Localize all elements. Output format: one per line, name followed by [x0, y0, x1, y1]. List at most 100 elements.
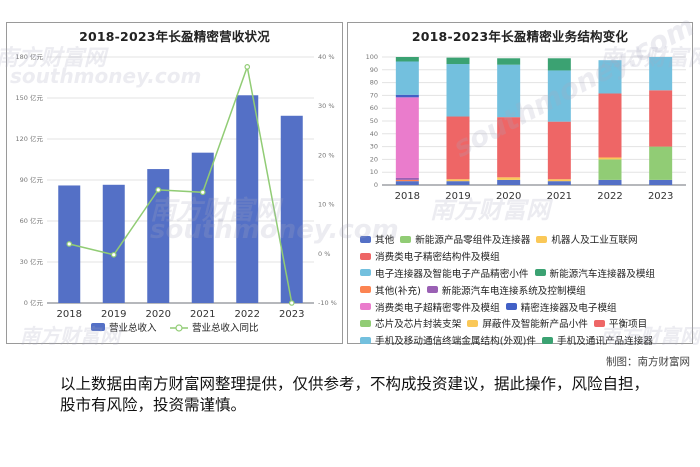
legend-line-label: 营业总收入同比 — [192, 322, 259, 334]
disclaimer-text: 以上数据由南方财富网整理提供，仅供参考，不构成投资建议，据此操作，风险自担，股市… — [60, 375, 650, 414]
y-axis-tick-label: 10 — [370, 168, 378, 176]
legend-label: 精密连接器及电子模组 — [520, 302, 617, 314]
legend-swatch — [360, 303, 371, 311]
business-structure-chart-panel: 2018-2023年长盈精密业务结构变化 0 10 20 30 40 50 60 70 80 90… — [347, 22, 693, 347]
stacked-bar-segment — [395, 57, 419, 62]
stacked-bar-segment — [395, 94, 419, 98]
legend-bar-label: 营业总收入 — [109, 322, 157, 334]
legend-item[interactable]: 新能源汽车连接器及模组 — [534, 266, 656, 280]
revenue-yoy-point — [244, 64, 251, 70]
stacked-bar-segment — [446, 116, 470, 180]
legend-label: 芯片及芯片封装支架 — [375, 319, 462, 331]
legend-bar-swatch — [91, 323, 105, 331]
legend-label: 平衡项目 — [608, 319, 648, 331]
stacked-bar-segment — [649, 179, 673, 185]
legend-row: 手机及移动通信终端金属结构(外观)件 手机及通讯产品连接器 — [360, 332, 690, 349]
x-axis-tick-label: 2021 — [547, 191, 572, 202]
x-axis-tick-label: 2018 — [395, 191, 420, 202]
legend-item[interactable]: 精密连接器及电子模组 — [505, 300, 617, 314]
stacked-bar-segment — [446, 179, 470, 182]
legend-line-marker — [175, 324, 183, 332]
stacked-bar-segment — [649, 57, 673, 91]
legend-item[interactable]: 其他 — [360, 232, 394, 246]
y-axis-left-tick-label: 0 亿元 — [24, 298, 44, 307]
legend-item[interactable]: 芯片及芯片封装支架 — [360, 316, 461, 330]
y-axis-right-tick-label: 40 % — [318, 53, 335, 61]
legend-swatch — [534, 269, 546, 277]
legend-row: 芯片及芯片封装支架 屏蔽件及智能新产品小件 平衡项目 — [360, 315, 690, 332]
x-axis-tick-label: 2019 — [445, 191, 470, 202]
y-axis-tick-label: 80 — [370, 79, 378, 87]
legend-label: 消费类电子精密结构件及模组 — [375, 252, 500, 264]
stacked-bar-segment — [395, 177, 419, 180]
legend-item[interactable]: 机器人及工业互联网 — [536, 232, 638, 246]
legend-label: 新能源产品零组件及连接器 — [415, 235, 531, 247]
legend-row: 电子连接器及智能电子产品精密小件 新能源汽车连接器及模组 — [360, 265, 690, 282]
legend-item[interactable]: 手机及移动通信终端金属结构(外观)件 — [360, 333, 536, 347]
legend-label: 屏蔽件及智能新产品小件 — [482, 319, 588, 331]
legend-item[interactable]: 消费类电子超精密零件及模组 — [360, 300, 500, 314]
legend-item[interactable]: 屏蔽件及智能新产品小件 — [467, 316, 588, 330]
stacked-bar-segment — [547, 181, 571, 185]
stacked-bar-segment — [497, 177, 521, 180]
y-axis-left-tick-label: 180 亿元 — [16, 52, 44, 61]
legend-item[interactable]: 其他(补充) — [360, 283, 421, 297]
legend-label: 手机及移动通信终端金属结构(外观)件 — [375, 336, 536, 348]
stacked-bar-segment — [547, 121, 571, 180]
legend-item[interactable]: 平衡项目 — [593, 316, 648, 331]
stacked-bar-segment — [649, 90, 673, 147]
chart-credit: 制图：南方财富网 — [606, 356, 690, 368]
revenue-bar — [236, 95, 259, 304]
legend-label: 其他(补充) — [375, 285, 421, 297]
legend-swatch — [467, 319, 479, 327]
revenue-yoy-point — [288, 300, 295, 306]
y-axis-right-tick-label: 0 % — [318, 250, 330, 258]
legend-item[interactable]: 电子连接器及智能电子产品精密小件 — [360, 266, 529, 280]
stacked-bar-segment — [598, 93, 622, 158]
y-axis-tick-label: 100 — [366, 53, 378, 61]
legend-swatch — [400, 235, 412, 243]
revenue-bar — [280, 115, 303, 304]
stacked-bar-segment — [395, 181, 419, 185]
legend-item[interactable]: 消费类电子精密结构件及模组 — [360, 249, 500, 263]
y-axis-left-tick-label: 150 亿元 — [16, 93, 44, 102]
stacked-bar-segment — [446, 64, 470, 117]
legend-row: 消费类电子超精密零件及模组 精密连接器及电子模组 — [360, 298, 690, 315]
y-axis-tick-label: 0 — [374, 181, 378, 189]
legend-row: 消费类电子精密结构件及模组 — [360, 248, 690, 265]
stacked-bar-segment — [446, 181, 470, 185]
x-axis-tick-label: 2022 — [597, 191, 622, 202]
stacked-bar-segment — [547, 58, 571, 71]
legend-swatch — [542, 336, 553, 344]
revenue-bar — [147, 169, 170, 303]
y-axis-tick-label: 40 — [370, 130, 378, 138]
stacked-bar-segment — [598, 60, 622, 94]
y-axis-tick-label: 90 — [370, 66, 378, 74]
stacked-bar-segment — [446, 57, 470, 65]
y-axis-right-tick-label: 30 % — [318, 102, 335, 110]
legend-swatch — [536, 235, 548, 243]
y-axis-left-tick-label: 60 亿元 — [20, 216, 44, 225]
legend-swatch — [360, 286, 371, 294]
x-axis-tick-label: 2020 — [146, 309, 171, 320]
stacked-bar-segment — [497, 58, 521, 65]
x-axis-tick-label: 2020 — [496, 191, 521, 202]
x-axis-tick-label: 2023 — [648, 191, 673, 202]
stacked-bar-segment — [395, 61, 419, 95]
legend-item[interactable]: 新能源汽车电连接系统及控制模组 — [426, 283, 586, 297]
revenue-yoy-point — [199, 189, 206, 196]
revenue-bar — [191, 152, 214, 303]
legend-swatch — [360, 252, 371, 260]
revenue-chart-title: 2018-2023年长盈精密营收状况 — [79, 29, 270, 44]
legend-label: 其他 — [375, 235, 395, 247]
revenue-yoy-point — [66, 241, 73, 247]
legend-swatch — [593, 319, 605, 327]
revenue-bar — [102, 184, 125, 303]
legend-item[interactable]: 手机及通讯产品连接器 — [542, 333, 653, 347]
business-structure-chart-svg: 0 10 20 30 40 50 60 70 80 90 100 2018 2019 2020 2021 20… — [366, 53, 686, 202]
y-axis-left-tick-label: 90 亿元 — [20, 175, 44, 184]
legend-swatch — [360, 319, 371, 327]
legend-item[interactable]: 新能源产品零组件及连接器 — [400, 232, 530, 246]
legend-label: 新能源汽车连接器及模组 — [549, 268, 656, 280]
y-axis-left-tick-label: 30 亿元 — [20, 257, 44, 266]
